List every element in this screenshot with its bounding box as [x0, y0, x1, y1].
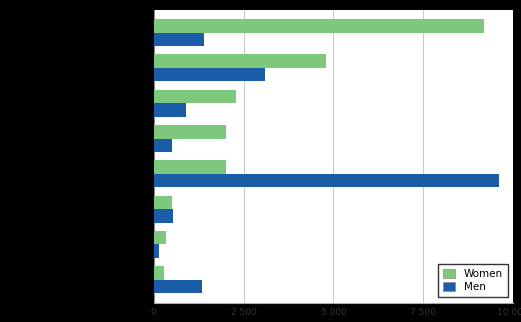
Bar [154, 174, 499, 187]
Bar [154, 54, 326, 68]
Legend: Women, Men: Women, Men [438, 264, 508, 298]
Bar [154, 266, 164, 280]
Bar [154, 209, 173, 223]
Bar [154, 231, 166, 244]
Bar [154, 280, 202, 293]
Bar [154, 19, 485, 33]
Bar [154, 160, 226, 174]
Bar [154, 68, 265, 81]
Bar [154, 244, 159, 258]
Bar [154, 103, 186, 117]
Bar [154, 125, 226, 138]
Bar [154, 90, 237, 103]
Bar [154, 33, 204, 46]
Bar [154, 138, 171, 152]
Bar [154, 196, 171, 209]
